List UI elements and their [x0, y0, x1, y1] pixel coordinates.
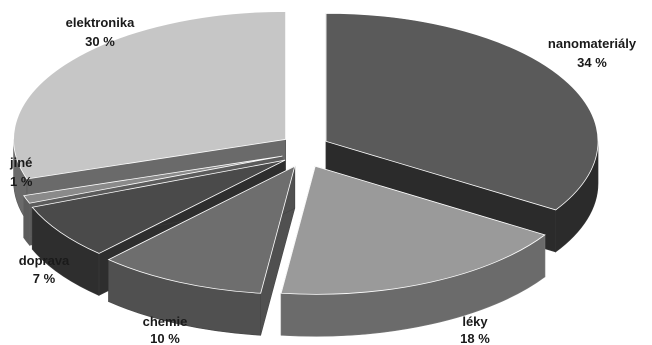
label-chemie-name: chemie [143, 314, 188, 329]
slice-chemie [107, 165, 296, 336]
slice-jine-top [23, 155, 283, 204]
slice-elektronika-top [13, 11, 286, 180]
slice-nanomaterialy-top [325, 12, 599, 211]
label-nanomaterialy-name: nanomateriály [548, 36, 637, 51]
label-doprava-name: doprava [19, 253, 70, 268]
slice-leky [280, 165, 546, 337]
label-jine-name: jiné [9, 155, 32, 170]
pie-labels: elektronika 30 % nanomateriály 34 % jiné… [9, 15, 637, 345]
label-doprava-value: 7 % [33, 271, 56, 286]
label-leky-name: léky [462, 314, 488, 329]
slice-jine-outer-wall-0 [23, 194, 30, 247]
label-leky-value: 18 % [460, 331, 490, 345]
label-jine-value: 1 % [10, 174, 33, 189]
slice-doprava-top [31, 159, 286, 254]
pie-slices [13, 11, 599, 337]
slice-leky-top [280, 165, 546, 295]
label-chemie-value: 10 % [150, 331, 180, 345]
label-elektronika-name: elektronika [66, 15, 135, 30]
slice-chemie-top [107, 165, 296, 294]
label-elektronika-value: 30 % [85, 34, 115, 49]
label-nanomaterialy-value: 34 % [577, 55, 607, 70]
